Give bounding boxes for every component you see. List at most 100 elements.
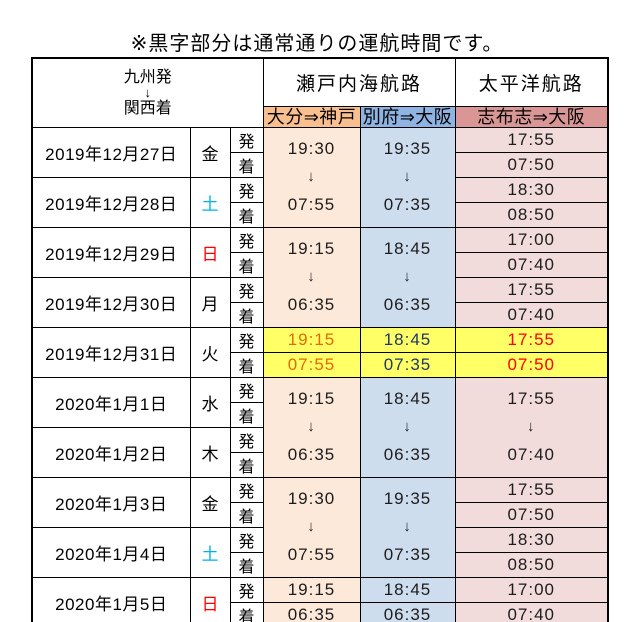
date-cell: 2019年12月28日 <box>31 176 191 228</box>
down-arrow-icon: ↓ <box>403 268 412 285</box>
weekday-cell: 日 <box>189 226 231 278</box>
arr-time: 06:35 <box>383 295 432 314</box>
time-cell-shibushi-1227-arr: 07:50 <box>454 151 609 178</box>
dep-time: 19:30 <box>287 139 336 158</box>
time-cell-oita-0103: 19:30 ↓ 07:55 <box>262 476 361 578</box>
arr-time: 07:40 <box>507 445 556 464</box>
time-cell-beppu-0103: 19:35 ↓ 07:35 <box>359 476 456 578</box>
day-row-0105-arr: 着 06:35 06:35 07:40 <box>32 601 609 622</box>
arr-label-cell: 着 <box>229 151 264 178</box>
time-cell-shibushi-1230-arr: 07:40 <box>454 301 609 328</box>
origin-label: 九州発 <box>123 68 172 86</box>
time-cell-shibushi-0105-dep: 17:00 <box>454 576 609 603</box>
date-cell: 2019年12月27日 <box>31 126 191 178</box>
time-cell-shibushi-0101: 17:55 ↓ 07:40 <box>454 376 609 478</box>
down-arrow-icon: ↓ <box>307 268 316 285</box>
time-cell-beppu-1229: 18:45 ↓ 06:35 <box>359 226 456 328</box>
page-title: ※黒字部分は通常通りの運航時間です。 <box>130 27 504 59</box>
time-cell-shibushi-0103-dep: 17:55 <box>454 476 609 503</box>
weekday-cell: 土 <box>189 526 231 578</box>
time-cell-shibushi-0103-arr: 07:50 <box>454 501 609 528</box>
down-arrow-icon: ↓ <box>307 418 316 435</box>
weekday-cell: 水 <box>189 376 231 428</box>
weekday-cell: 火 <box>189 326 231 378</box>
down-arrow-icon: ↓ <box>403 168 412 185</box>
down-arrow-icon: ↓ <box>403 418 412 435</box>
day-row-1231-dep: 2019年12月31日 火 発 19:15 18:45 17:55 <box>31 326 609 378</box>
day-row-1229-arr: 着 07:40 <box>32 251 609 278</box>
date-cell: 2020年1月2日 <box>31 426 191 478</box>
time-cell-beppu-1227: 19:35 ↓ 07:35 <box>359 126 456 228</box>
day-row-0101-dep: 2020年1月1日 水 発 19:15 ↓ 06:35 18:45 ↓ 06:3… <box>31 376 609 478</box>
time-cell-beppu-0101: 18:45 ↓ 06:35 <box>359 376 456 478</box>
dep-time: 18:45 <box>383 239 432 258</box>
title-row: ※黒字部分は通常通りの運航時間です。 <box>0 27 634 59</box>
arr-time: 06:35 <box>383 445 432 464</box>
dep-label-cell: 発 <box>229 276 264 303</box>
weekday-cell: 土 <box>189 176 231 228</box>
down-arrow-icon: ↓ <box>403 518 412 535</box>
dep-time: 19:35 <box>383 489 432 508</box>
day-row-0102-dep: 2020年1月2日 木 発 <box>31 426 608 478</box>
day-row-1227-dep: 2019年12月27日 金 発 19:30 ↓ 07:55 19:35 ↓ 07… <box>31 126 609 228</box>
time-cell-oita-0105-dep: 19:15 <box>262 576 361 603</box>
time-cell-oita-1231-arr: 07:55 <box>262 351 361 378</box>
dep-label-cell: 発 <box>229 576 264 603</box>
time-cell-shibushi-0104-arr: 08:50 <box>454 551 609 578</box>
seto-route-header: 瀬戸内海航路 <box>262 57 456 107</box>
arr-label-cell: 着 <box>229 401 264 428</box>
dep-label-cell: 発 <box>229 376 264 403</box>
time-cell-shibushi-1231-arr: 07:50 <box>454 351 609 378</box>
dep-label-cell: 発 <box>229 326 264 353</box>
arr-time: 07:35 <box>383 545 432 564</box>
header-row-legs: 大分⇒神戸 別府⇒大阪 志布志⇒大阪 <box>32 105 609 128</box>
down-arrow-icon: ↓ <box>307 168 316 185</box>
pacific-route-header: 太平洋航路 <box>454 57 609 107</box>
time-cell-oita-1229: 19:15 ↓ 06:35 <box>262 226 361 328</box>
date-cell: 2020年1月3日 <box>31 476 191 528</box>
date-cell: 2019年12月31日 <box>31 326 191 378</box>
header-row-routes: 九州発 ↓ 関西着 瀬戸内海航路 太平洋航路 <box>31 57 609 128</box>
weekday-cell: 月 <box>189 276 231 328</box>
weekday-cell: 金 <box>189 126 231 178</box>
time-cell-oita-0105-arr: 06:35 <box>262 601 361 622</box>
date-cell: 2019年12月29日 <box>31 226 191 278</box>
arr-label-cell: 着 <box>229 251 264 278</box>
arr-label-cell: 着 <box>229 501 264 528</box>
day-row-1229-dep: 2019年12月29日 日 発 19:15 ↓ 06:35 18:45 ↓ 06… <box>31 226 609 328</box>
time-cell-oita-0101: 19:15 ↓ 06:35 <box>262 376 361 478</box>
leg-beppu-osaka-header: 別府⇒大阪 <box>359 105 456 128</box>
time-cell-shibushi-1229-dep: 17:00 <box>454 226 609 253</box>
dep-label-cell: 発 <box>229 526 264 553</box>
time-cell-beppu-1231-dep: 18:45 <box>359 326 456 353</box>
origin-destination-header: 九州発 ↓ 関西着 <box>31 57 264 128</box>
leg-oita-kobe-header: 大分⇒神戸 <box>262 105 361 128</box>
dep-label-cell: 発 <box>229 126 264 153</box>
weekday-cell: 日 <box>189 576 231 622</box>
date-cell: 2020年1月4日 <box>31 526 191 578</box>
weekday-cell: 金 <box>189 476 231 528</box>
arr-label-cell: 着 <box>229 201 264 228</box>
dep-label-cell: 発 <box>229 226 264 253</box>
dep-label-cell: 発 <box>229 176 264 203</box>
time-cell-oita-1231-dep: 19:15 <box>262 326 361 353</box>
date-cell: 2020年1月1日 <box>31 376 191 428</box>
time-cell-shibushi-1228-arr: 08:50 <box>454 201 609 228</box>
day-row-0103-arr: 着 07:50 <box>32 501 609 528</box>
day-row-1230-arr: 着 07:40 <box>32 301 609 328</box>
dep-time: 18:45 <box>383 389 432 408</box>
arr-time: 07:55 <box>287 195 336 214</box>
leg-shibushi-osaka-header: 志布志⇒大阪 <box>454 105 609 128</box>
time-cell-oita-1227: 19:30 ↓ 07:55 <box>262 126 361 228</box>
arr-label-cell: 着 <box>229 551 264 578</box>
day-row-1231-arr: 着 07:55 07:35 07:50 <box>32 351 609 378</box>
time-cell-beppu-0105-dep: 18:45 <box>359 576 456 603</box>
down-arrow-icon: ↓ <box>307 518 316 535</box>
date-cell: 2020年1月5日 <box>31 576 191 622</box>
down-arrow-icon: ↓ <box>144 84 152 100</box>
dep-time: 17:55 <box>507 389 556 408</box>
ferry-timetable: 九州発 ↓ 関西着 瀬戸内海航路 太平洋航路 大分⇒神戸 別府⇒大阪 志布志⇒大… <box>31 57 609 622</box>
time-cell-beppu-0105-arr: 06:35 <box>359 601 456 622</box>
time-cell-shibushi-1231-dep: 17:55 <box>454 326 609 353</box>
